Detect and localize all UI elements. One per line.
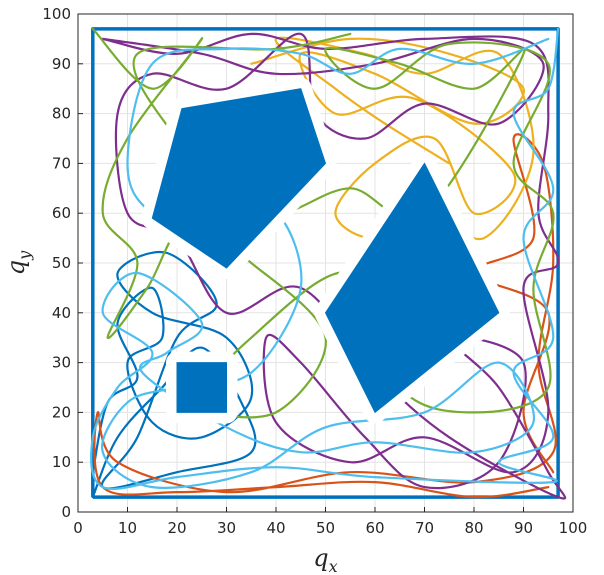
x-tick-label: 60 bbox=[365, 519, 384, 537]
x-tick-label: 40 bbox=[266, 519, 285, 537]
y-tick-label: 10 bbox=[52, 453, 71, 471]
y-tick-label: 90 bbox=[52, 55, 71, 73]
y-tick-label: 40 bbox=[52, 304, 71, 322]
y-tick-label: 80 bbox=[52, 105, 71, 123]
y-axis-label: qy bbox=[2, 250, 34, 275]
x-axis-label: qx bbox=[313, 544, 337, 575]
trajectory-5 bbox=[91, 27, 555, 419]
x-tick-label: 90 bbox=[514, 519, 533, 537]
y-tick-labels: 0 10 20 30 40 50 60 70 80 90 100 bbox=[42, 5, 83, 521]
y-tick-label: 30 bbox=[52, 354, 71, 372]
obstacle-layer bbox=[141, 77, 510, 424]
y-tick-label: 70 bbox=[52, 154, 71, 172]
obstacle-pentagon bbox=[151, 88, 327, 269]
x-tick-label: 30 bbox=[217, 519, 236, 537]
y-tick-label: 60 bbox=[52, 204, 71, 222]
x-tick-label: 70 bbox=[415, 519, 434, 537]
obstacle-square bbox=[176, 362, 227, 413]
x-tick-label: 100 bbox=[559, 519, 588, 537]
x-tick-label: 50 bbox=[316, 519, 335, 537]
trajectory-4 bbox=[101, 32, 567, 500]
obstacle-diamond bbox=[324, 162, 500, 414]
trajectory-1 bbox=[91, 250, 257, 499]
x-tick-label: 20 bbox=[167, 519, 186, 537]
y-tick-label: 50 bbox=[52, 254, 71, 272]
x-tick-label: 80 bbox=[464, 519, 483, 537]
y-tick-label: 0 bbox=[61, 503, 71, 521]
x-tick-labels: 0 10 20 30 40 50 60 70 80 90 100 bbox=[73, 507, 587, 537]
series-layer bbox=[90, 27, 567, 500]
x-tick-label: 10 bbox=[118, 519, 137, 537]
y-tick-label: 100 bbox=[42, 5, 71, 23]
x-tick-label: 0 bbox=[73, 519, 83, 537]
y-tick-label: 20 bbox=[52, 403, 71, 421]
